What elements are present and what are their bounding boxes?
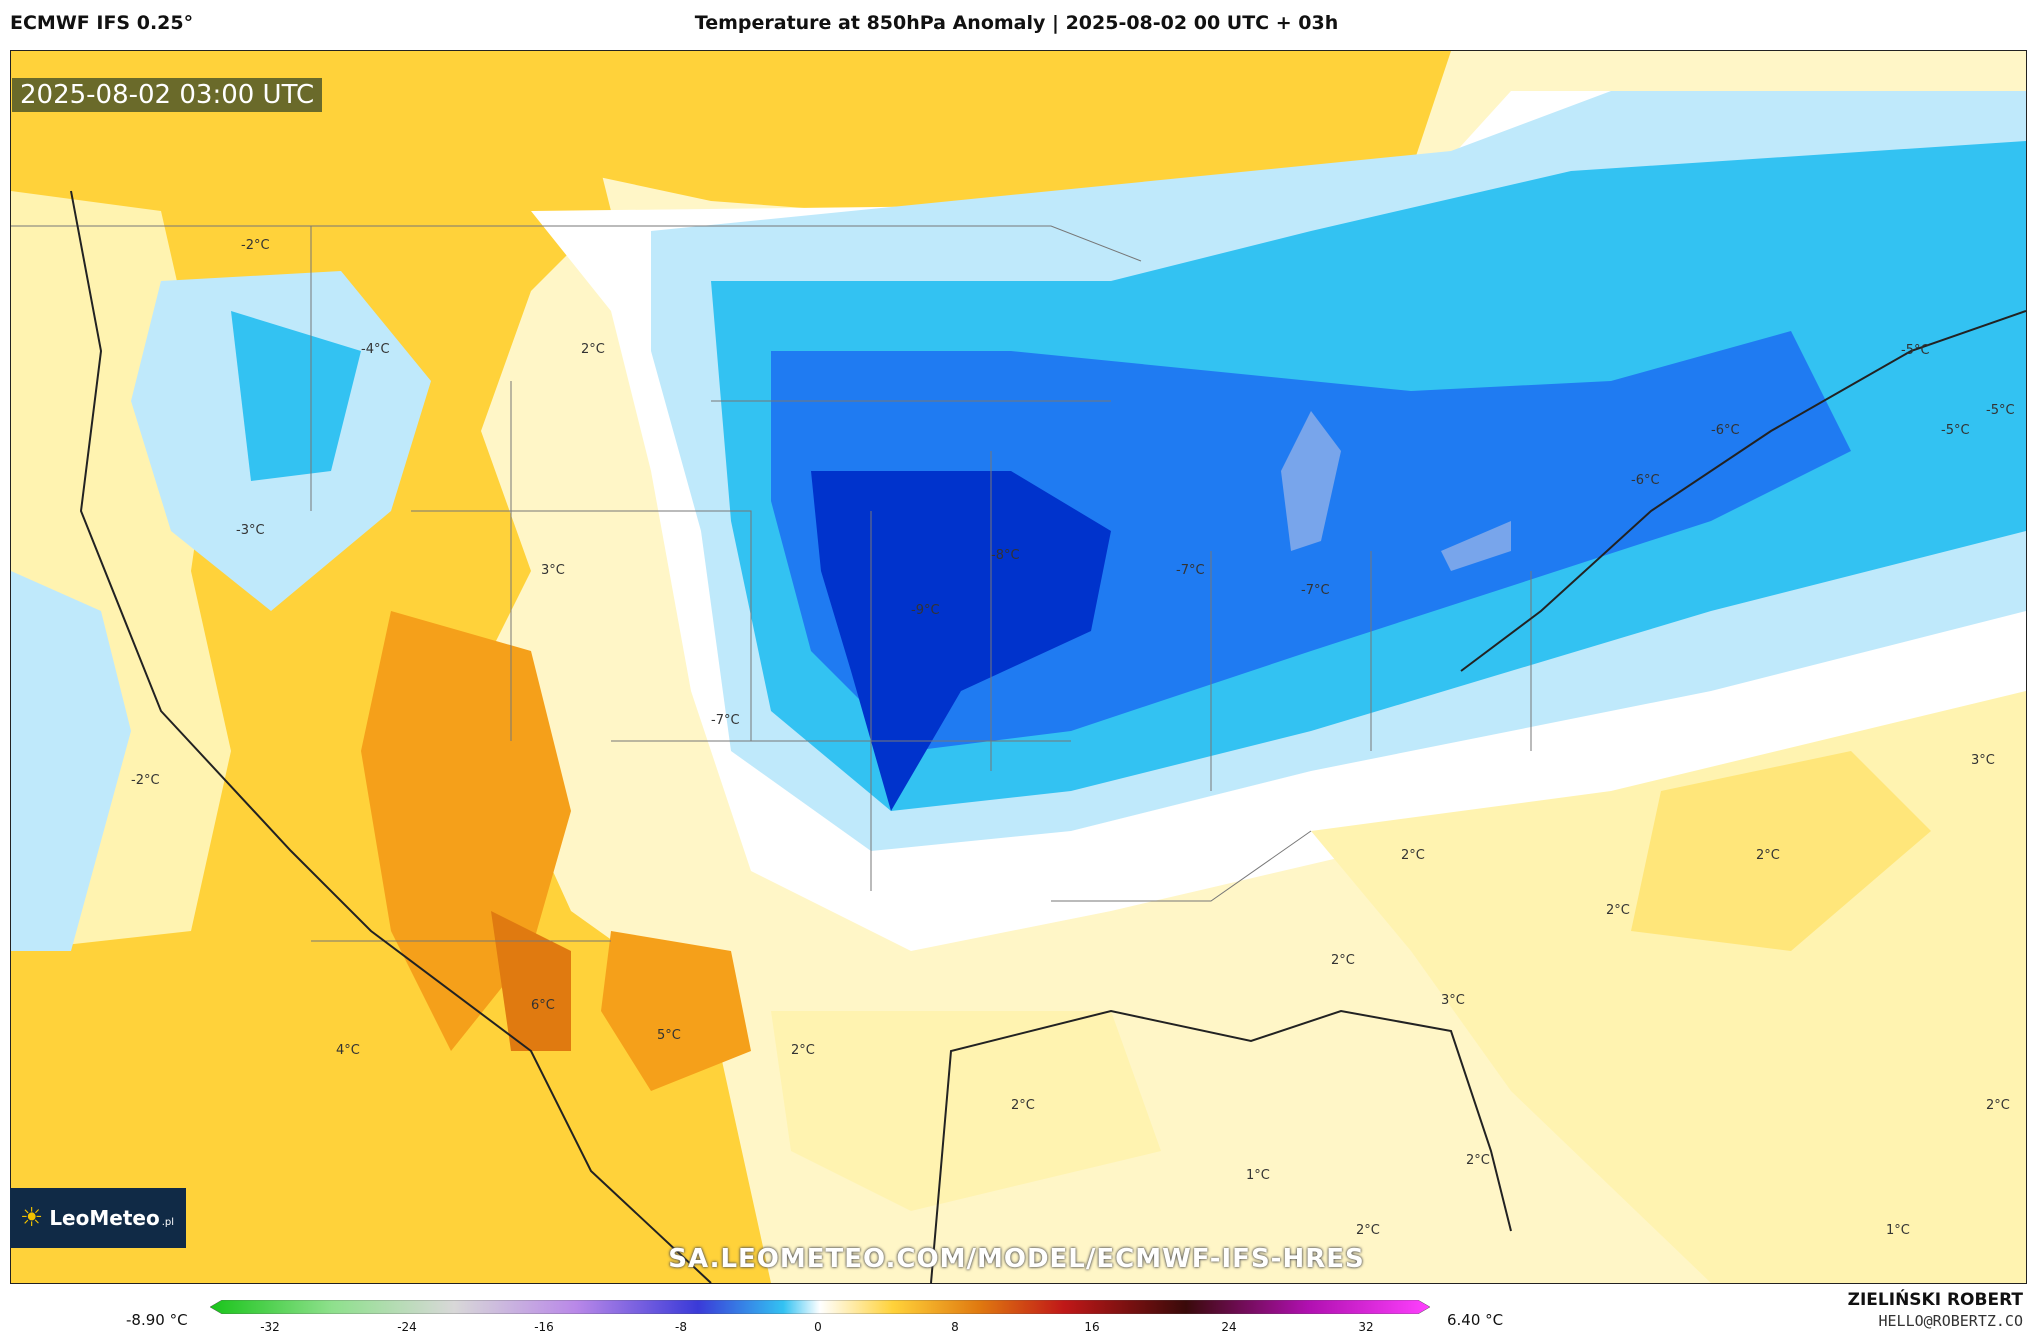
map-label: 3°C	[541, 563, 565, 578]
map-label: -4°C	[361, 342, 390, 357]
map-label: 4°C	[336, 1043, 360, 1058]
logo-text: LeoMeteo	[49, 1206, 160, 1230]
map-label: 2°C	[1606, 903, 1630, 918]
valid-time-badge: 2025-08-02 03:00 UTC	[12, 78, 323, 112]
map-label: -5°C	[1986, 403, 2015, 418]
map-label: 3°C	[1971, 753, 1995, 768]
map-label: 1°C	[1246, 1168, 1270, 1183]
temperature-labels: -2°C -4°C 2°C -3°C 3°C -8°C -7°C -7°C -9…	[131, 238, 2015, 1238]
anomaly-map: -2°C -4°C 2°C -3°C 3°C -8°C -7°C -7°C -9…	[10, 50, 2027, 1284]
legend-tick: 32	[1358, 1320, 1374, 1334]
map-label: -6°C	[1631, 473, 1660, 488]
map-label: -2°C	[241, 238, 270, 253]
legend-tick: 16	[1084, 1320, 1100, 1334]
author-name: ZIELIŃSKI ROBERT	[1847, 1290, 2023, 1310]
sun-icon: ☀	[20, 1203, 44, 1233]
colorbar	[210, 1300, 1430, 1314]
legend-tick: -16	[534, 1320, 554, 1334]
map-label: -7°C	[711, 713, 740, 728]
map-label: -2°C	[131, 773, 160, 788]
leometeo-logo[interactable]: ☀ LeoMeteo .pl	[10, 1188, 186, 1248]
legend-max-label: 6.40 °C	[1447, 1311, 1504, 1329]
map-label: 2°C	[1331, 953, 1355, 968]
map-label: -8°C	[991, 548, 1020, 563]
map-label: 2°C	[1011, 1098, 1035, 1113]
legend-tick: -8	[675, 1320, 687, 1334]
author-email[interactable]: HELLO@ROBERTZ.CO	[1878, 1312, 2024, 1330]
legend-tick: 24	[1221, 1320, 1237, 1334]
map-label: 2°C	[1756, 848, 1780, 863]
legend-tick: 8	[951, 1320, 959, 1334]
map-label: 2°C	[1356, 1223, 1380, 1238]
map-label: -7°C	[1301, 583, 1330, 598]
map-label: 2°C	[1401, 848, 1425, 863]
legend-tick: -24	[397, 1320, 417, 1334]
map-label: -9°C	[911, 603, 940, 618]
map-label: -6°C	[1711, 423, 1740, 438]
logo-suffix: .pl	[161, 1216, 175, 1228]
source-watermark: SA.LEOMETEO.COM/MODEL/ECMWF-IFS-HRES	[668, 1244, 1365, 1274]
map-label: -3°C	[236, 523, 265, 538]
legend-min-label: -8.90 °C	[126, 1311, 188, 1329]
map-title: Temperature at 850hPa Anomaly | 2025-08-…	[694, 12, 1339, 34]
legend-tick: 0	[814, 1320, 822, 1334]
map-label: 2°C	[1986, 1098, 2010, 1113]
map-label: 2°C	[1466, 1153, 1490, 1168]
map-label: 2°C	[791, 1043, 815, 1058]
map-label: 2°C	[581, 342, 605, 357]
model-name: ECMWF IFS 0.25°	[10, 12, 194, 34]
map-label: 3°C	[1441, 993, 1465, 1008]
map-label: 5°C	[657, 1028, 681, 1043]
map-label: 6°C	[531, 998, 555, 1013]
map-label: -7°C	[1176, 563, 1205, 578]
legend-tick: -32	[260, 1320, 280, 1334]
map-label: -5°C	[1941, 423, 1970, 438]
map-label: 1°C	[1886, 1223, 1910, 1238]
map-label: -5°C	[1901, 343, 1930, 358]
anomaly-field: -2°C -4°C 2°C -3°C 3°C -8°C -7°C -7°C -9…	[11, 51, 2026, 1283]
